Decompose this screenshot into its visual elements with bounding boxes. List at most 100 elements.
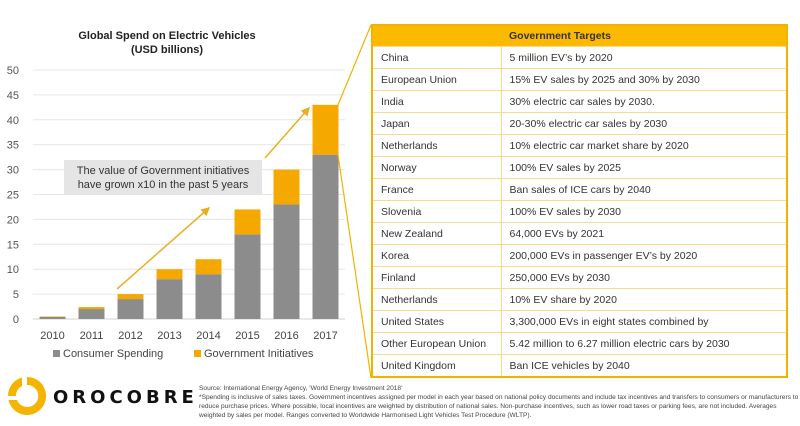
trend-arrow-1	[116, 207, 211, 290]
bar-government-initiatives	[39, 316, 66, 318]
bar-consumer-spending	[195, 274, 222, 319]
legend-swatch-consumer	[53, 350, 60, 357]
table-row: Korea 200,000 EVs in passenger EV’s by 20…	[372, 244, 787, 267]
y-tick-label: 35	[7, 140, 19, 152]
country-cell: India	[372, 90, 502, 113]
y-tick-label: 15	[7, 239, 19, 251]
government-targets-table: Government Targets China 5 million EV’s b…	[371, 24, 788, 378]
bar-government-initiatives	[117, 294, 144, 300]
x-tick-label: 2015	[235, 330, 259, 342]
x-tick-label: 2010	[40, 330, 64, 342]
bars	[39, 104, 339, 319]
table-row: European Union 15% EV sales by 2025 and 3…	[372, 68, 787, 91]
table-row: New Zealand 64,000 EVs by 2021	[372, 222, 787, 245]
country-cell: Korea	[372, 244, 502, 267]
country-cell: Netherlands	[372, 134, 502, 157]
table-header-row: Government Targets	[372, 25, 787, 47]
annotation-line-1: The value of Government initiatives	[77, 165, 250, 177]
country-cell: United States	[372, 310, 502, 333]
country-cell: Slovenia	[372, 200, 502, 223]
bar-government-initiatives	[156, 269, 183, 280]
chart-title: Global Spend on Electric Vehicles	[78, 30, 255, 42]
country-cell: New Zealand	[372, 222, 502, 245]
target-cell: 3,300,000 EVs in eight states combined b…	[501, 310, 787, 333]
x-tick-label: 2012	[118, 330, 142, 342]
target-cell: 5 million EV’s by 2020	[501, 46, 787, 69]
y-tick-label: 50	[7, 65, 19, 77]
target-cell: 15% EV sales by 2025 and 30% by 2030	[501, 68, 787, 91]
country-cell: France	[372, 178, 502, 201]
x-tick-label: 2017	[313, 330, 337, 342]
table-row: United Kingdom Ban ICE vehicles by 2040	[372, 354, 787, 377]
country-cell: Japan	[372, 112, 502, 135]
annotation-box	[64, 160, 262, 194]
y-tick-label: 45	[7, 90, 19, 102]
bar-consumer-spending	[312, 154, 339, 319]
country-cell: United Kingdom	[372, 354, 502, 377]
table-row: Finland 250,000 EVs by 2030	[372, 266, 787, 289]
legend-label-consumer: Consumer Spending	[63, 348, 163, 360]
bar-government-initiatives	[312, 104, 339, 155]
table-header-targets: Government Targets	[501, 25, 787, 47]
country-cell: Finland	[372, 266, 502, 289]
target-cell: Ban ICE vehicles by 2040	[501, 354, 787, 377]
y-tick-label: 40	[7, 115, 19, 127]
footnote-text: *Spending is inclusive of sales taxes. G…	[199, 394, 799, 419]
y-tick-label: 5	[13, 289, 19, 301]
callout-line-top	[337, 24, 372, 106]
table-row: Other European Union 5.42 million to 6.27…	[372, 332, 787, 355]
target-cell: 200,000 EVs in passenger EV’s by 2020	[501, 244, 787, 267]
y-tick-label: 20	[7, 214, 19, 226]
legend-swatch-government	[194, 350, 201, 357]
footnote: Source: International Energy Agency, ‘Wo…	[199, 384, 799, 420]
bar-government-initiatives	[195, 259, 222, 275]
country-cell: Norway	[372, 156, 502, 179]
country-cell: Netherlands	[372, 288, 502, 311]
bar-consumer-spending	[117, 299, 144, 319]
y-tick-label: 30	[7, 165, 19, 177]
x-tick-label: 2013	[157, 330, 181, 342]
target-cell: 250,000 EVs by 2030	[501, 266, 787, 289]
callout-line-bottom	[337, 154, 372, 379]
table-row: Norway 100% EV sales by 2025	[372, 156, 787, 179]
logo-text: OROCOBRE	[53, 387, 198, 408]
country-cell: China	[372, 46, 502, 69]
target-cell: 100% EV sales by 2025	[501, 156, 787, 179]
target-cell: Ban sales of ICE cars by 2040	[501, 178, 787, 201]
orocobre-logo: OROCOBRE	[4, 373, 204, 421]
y-tick-label: 25	[7, 190, 19, 202]
table-row: China 5 million EV’s by 2020	[372, 46, 787, 69]
target-cell: 20-30% electric car sales by 2030	[501, 112, 787, 135]
bar-government-initiatives	[273, 169, 300, 205]
x-tick-label: 2016	[274, 330, 298, 342]
y-tick-label: 10	[7, 264, 19, 276]
country-cell: Other European Union	[372, 332, 502, 355]
trend-arrow-2	[264, 106, 310, 159]
target-cell: 10% electric car market share by 2020	[501, 134, 787, 157]
ring-logo-icon	[7, 376, 47, 415]
y-axis-ticks: 0 5 10 15 20 25 30 35 40 45 50	[7, 65, 19, 326]
y-tick-label: 0	[13, 314, 19, 326]
bar-consumer-spending	[234, 234, 261, 319]
bar-government-initiatives	[78, 307, 105, 310]
bar-government-initiatives	[234, 209, 261, 235]
chart-subtitle: (USD billions)	[131, 44, 203, 56]
x-tick-label: 2011	[80, 330, 104, 342]
x-axis-ticks: 2010 2011 2012 2013 2014 2015 2016 2017	[40, 330, 337, 342]
target-cell: 30% electric car sales by 2030.	[501, 90, 787, 113]
annotation-line-2: have grown x10 in the past 5 years	[78, 179, 249, 191]
target-cell: 100% EV sales by 2030	[501, 200, 787, 223]
target-cell: 64,000 EVs by 2021	[501, 222, 787, 245]
target-cell: 5.42 million to 6.27 million electric ca…	[501, 332, 787, 355]
table-row: Netherlands 10% electric car market share…	[372, 134, 787, 157]
bar-consumer-spending	[78, 309, 105, 319]
table-row: Slovenia 100% EV sales by 2030	[372, 200, 787, 223]
target-cell: 10% EV share by 2020	[501, 288, 787, 311]
source-text: Source: International Energy Agency, ‘Wo…	[199, 385, 403, 392]
table-row: United States 3,300,000 EVs in eight stat…	[372, 310, 787, 333]
x-tick-label: 2014	[196, 330, 220, 342]
country-cell: European Union	[372, 68, 502, 91]
bar-consumer-spending	[273, 204, 300, 319]
table-row: Japan 20-30% electric car sales by 2030	[372, 112, 787, 135]
